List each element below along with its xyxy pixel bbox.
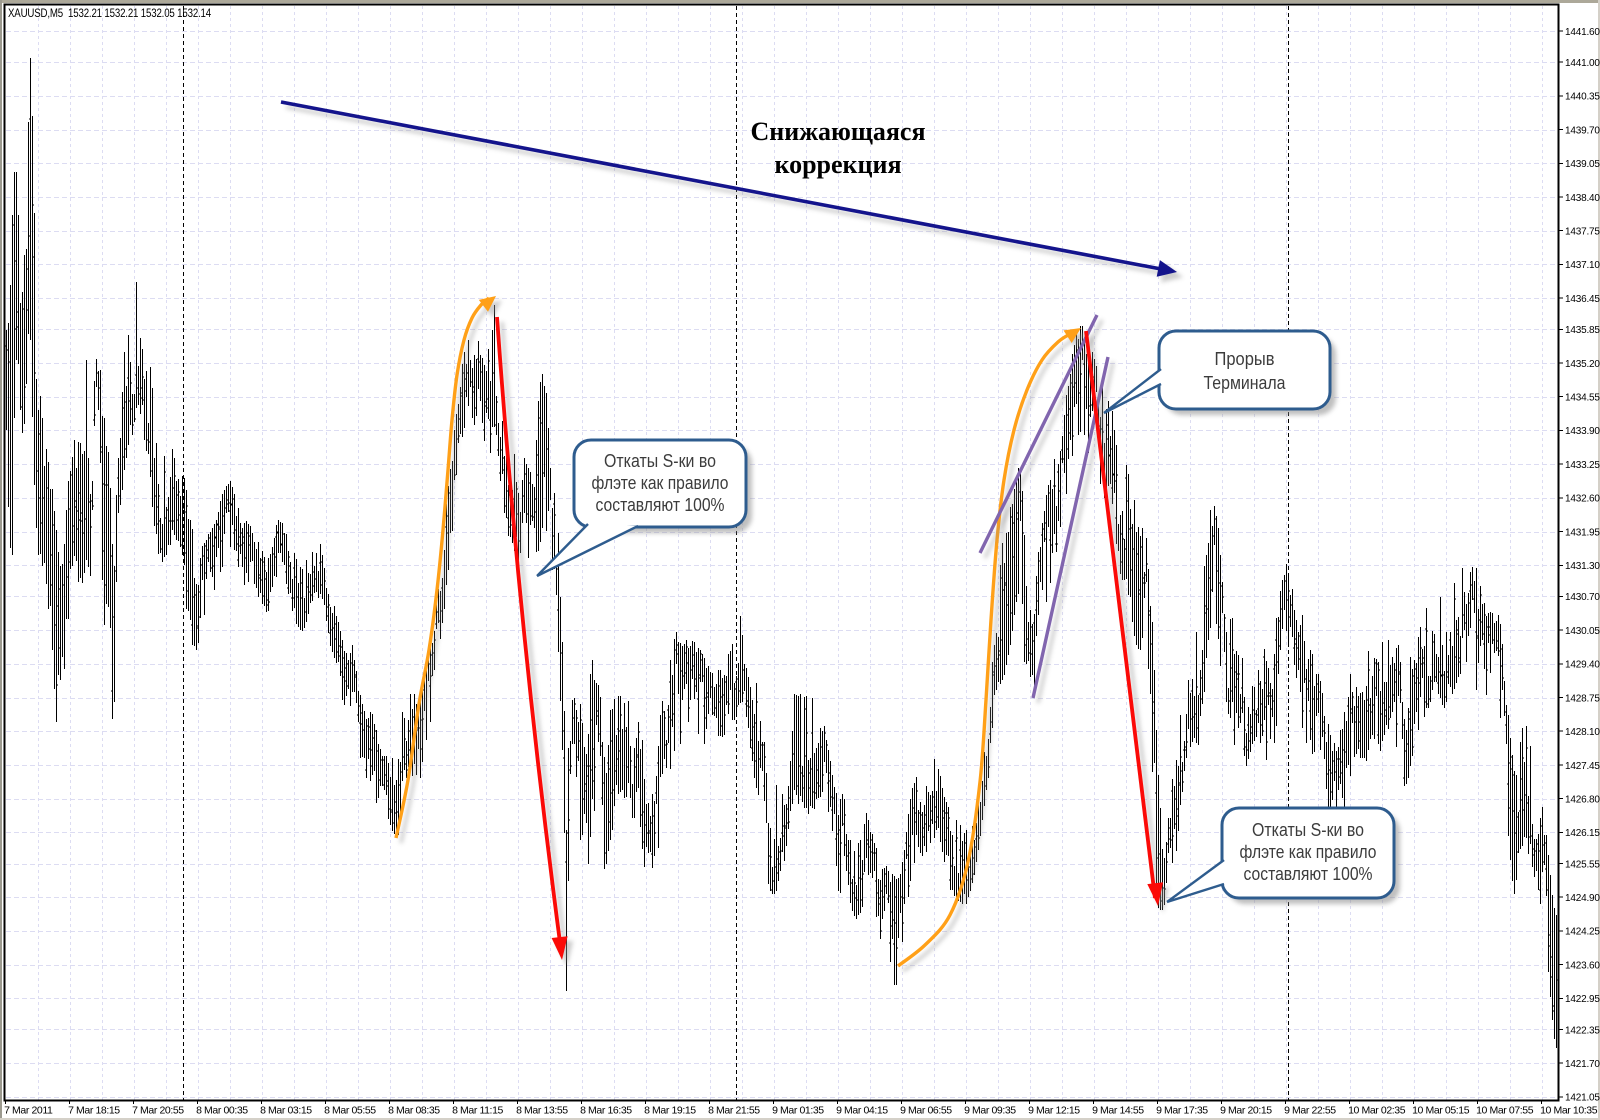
svg-text:8 Mar 08:35: 8 Mar 08:35	[388, 1105, 440, 1117]
svg-text:1422.35: 1422.35	[1565, 1025, 1600, 1036]
svg-text:7 Mar 18:15: 7 Mar 18:15	[68, 1105, 120, 1117]
svg-text:7 Mar 20:55: 7 Mar 20:55	[132, 1105, 184, 1117]
svg-text:1431.30: 1431.30	[1565, 561, 1600, 572]
svg-text:1421.70: 1421.70	[1565, 1059, 1600, 1070]
svg-text:1430.70: 1430.70	[1565, 592, 1600, 603]
svg-text:коррекция: коррекция	[774, 150, 901, 179]
svg-text:1430.05: 1430.05	[1565, 626, 1600, 637]
svg-text:1427.45: 1427.45	[1565, 761, 1600, 772]
svg-text:1423.60: 1423.60	[1565, 961, 1600, 972]
svg-text:9 Mar 20:15: 9 Mar 20:15	[1220, 1105, 1272, 1117]
svg-text:1424.25: 1424.25	[1565, 927, 1600, 938]
svg-text:Откаты S-ки во: Откаты S-ки во	[1252, 820, 1364, 840]
svg-text:10 Mar 02:35: 10 Mar 02:35	[1348, 1105, 1406, 1117]
svg-text:1435.85: 1435.85	[1565, 325, 1600, 336]
svg-text:1429.40: 1429.40	[1565, 660, 1600, 671]
svg-text:1440.35: 1440.35	[1565, 92, 1600, 103]
svg-text:1428.10: 1428.10	[1565, 727, 1600, 738]
svg-text:9 Mar 22:55: 9 Mar 22:55	[1284, 1105, 1336, 1117]
svg-text:1437.75: 1437.75	[1565, 227, 1600, 238]
svg-text:1435.20: 1435.20	[1565, 359, 1600, 370]
svg-text:1422.95: 1422.95	[1565, 994, 1600, 1005]
svg-text:флэте как правило: флэте как правило	[592, 473, 729, 493]
svg-text:8 Mar 16:35: 8 Mar 16:35	[580, 1105, 632, 1117]
svg-text:8 Mar 19:15: 8 Mar 19:15	[644, 1105, 696, 1117]
svg-text:1441.60: 1441.60	[1565, 27, 1600, 38]
svg-text:1433.25: 1433.25	[1565, 460, 1600, 471]
svg-text:Снижающаяся: Снижающаяся	[750, 117, 925, 146]
svg-text:составляют 100%: составляют 100%	[596, 495, 725, 515]
svg-text:8 Mar 03:15: 8 Mar 03:15	[260, 1105, 312, 1117]
svg-text:9 Mar 04:15: 9 Mar 04:15	[836, 1105, 888, 1117]
svg-text:8 Mar 21:55: 8 Mar 21:55	[708, 1105, 760, 1117]
svg-text:10 Mar 10:35: 10 Mar 10:35	[1540, 1105, 1598, 1117]
svg-text:1434.55: 1434.55	[1565, 393, 1600, 404]
svg-text:XAUUSD,M5 1532.21 1532.21 153: XAUUSD,M5 1532.21 1532.21 1532.05 1532.1…	[8, 8, 212, 20]
svg-text:1432.60: 1432.60	[1565, 494, 1600, 505]
svg-text:1424.90: 1424.90	[1565, 893, 1600, 904]
svg-text:9 Mar 17:35: 9 Mar 17:35	[1156, 1105, 1208, 1117]
svg-text:8 Mar 13:55: 8 Mar 13:55	[516, 1105, 568, 1117]
svg-text:9 Mar 12:15: 9 Mar 12:15	[1028, 1105, 1080, 1117]
svg-text:1433.90: 1433.90	[1565, 426, 1600, 437]
svg-text:10 Mar 07:55: 10 Mar 07:55	[1476, 1105, 1534, 1117]
svg-text:1425.55: 1425.55	[1565, 859, 1600, 870]
svg-text:9 Mar 01:35: 9 Mar 01:35	[772, 1105, 824, 1117]
svg-text:9 Mar 14:55: 9 Mar 14:55	[1092, 1105, 1144, 1117]
svg-text:1438.40: 1438.40	[1565, 193, 1600, 204]
svg-text:1441.00: 1441.00	[1565, 58, 1600, 69]
svg-text:8 Mar 00:35: 8 Mar 00:35	[196, 1105, 248, 1117]
svg-text:1421.05: 1421.05	[1565, 1093, 1600, 1104]
svg-text:1428.75: 1428.75	[1565, 693, 1600, 704]
svg-text:9 Mar 06:55: 9 Mar 06:55	[900, 1105, 952, 1117]
svg-text:1426.15: 1426.15	[1565, 828, 1600, 839]
svg-text:1426.80: 1426.80	[1565, 795, 1600, 806]
svg-text:1439.05: 1439.05	[1565, 159, 1600, 170]
svg-text:Прорыв: Прорыв	[1215, 349, 1275, 369]
svg-text:1437.10: 1437.10	[1565, 260, 1600, 271]
svg-text:1439.70: 1439.70	[1565, 125, 1600, 136]
svg-text:10 Mar 05:15: 10 Mar 05:15	[1412, 1105, 1470, 1117]
svg-text:составляют 100%: составляют 100%	[1244, 864, 1373, 884]
svg-text:1431.95: 1431.95	[1565, 527, 1600, 538]
svg-text:Откаты S-ки во: Откаты S-ки во	[604, 451, 716, 471]
svg-text:Терминала: Терминала	[1204, 373, 1287, 393]
svg-text:флэте как правило: флэте как правило	[1240, 842, 1377, 862]
svg-text:9 Mar 09:35: 9 Mar 09:35	[964, 1105, 1016, 1117]
svg-text:7 Mar 2011: 7 Mar 2011	[4, 1105, 53, 1117]
svg-text:8 Mar 05:55: 8 Mar 05:55	[324, 1105, 376, 1117]
svg-text:1436.45: 1436.45	[1565, 294, 1600, 305]
svg-text:8 Mar 11:15: 8 Mar 11:15	[452, 1105, 503, 1117]
